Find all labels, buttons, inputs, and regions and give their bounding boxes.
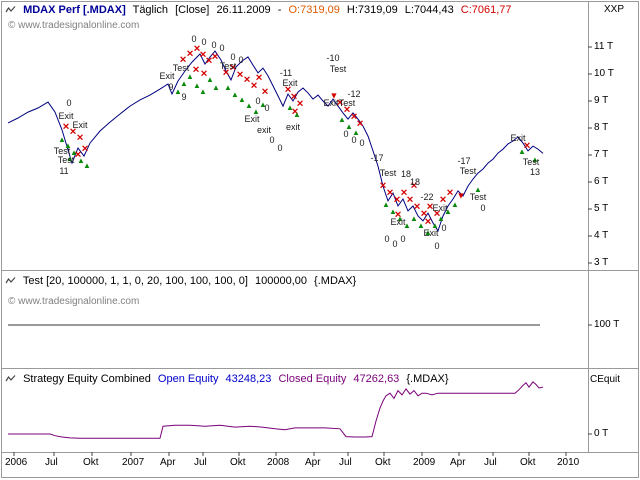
indicator-value: 100000,00 [254, 275, 307, 287]
closed-equity-label: Closed Equity [278, 373, 347, 385]
price-panel-legend: MDAX Perf [.MDAX] Täglich [Close] 26.11.… [5, 4, 516, 17]
price-field-label: [Close] [175, 4, 210, 16]
open-value: O:7319,09 [288, 4, 340, 16]
date-label: 26.11.2009 [216, 4, 271, 16]
price-chart-plot-area[interactable] [2, 2, 588, 270]
instrument-name: MDAX Perf [.MDAX] [23, 4, 126, 16]
indicator-title: Test [20, 100000, 1, 1, 0, 20, 100, 100,… [22, 275, 248, 287]
open-equity-value: 43248,23 [225, 373, 272, 385]
test-y-tick-label: 100 T [594, 319, 620, 330]
low-value: L:7044,43 [404, 4, 454, 16]
equity-curve-icon [5, 374, 16, 386]
equity-title: Strategy Equity Combined [23, 373, 151, 385]
closed-equity-value: 47262,63 [353, 373, 400, 385]
period-label: Täglich [132, 4, 169, 16]
indicator-icon [5, 276, 16, 288]
equity-symbol: {.MDAX} [406, 373, 449, 385]
x-axis-strip[interactable] [2, 453, 638, 477]
test-indicator-legend: Test [20, 100000, 1, 1, 0, 20, 100, 100,… [5, 275, 360, 288]
legend-dash: - [277, 4, 282, 16]
copyright-watermark-2: © www.tradesignalonline.com [8, 296, 140, 307]
copyright-watermark-1: © www.tradesignalonline.com [8, 20, 140, 31]
equity-panel-legend: Strategy Equity Combined Open Equity 432… [5, 373, 453, 386]
high-value: H:7319,09 [346, 4, 398, 16]
open-equity-label: Open Equity [157, 373, 219, 385]
close-value: C:7061,77 [460, 4, 512, 16]
indicator-symbol: {.MDAX} [314, 275, 357, 287]
line-chart-icon [5, 5, 16, 17]
equity-axis-corner-label: CEquit [590, 374, 621, 385]
equity-y-tick-label: 0 T [594, 428, 609, 439]
price-axis-corner-label: XXP [604, 4, 625, 15]
